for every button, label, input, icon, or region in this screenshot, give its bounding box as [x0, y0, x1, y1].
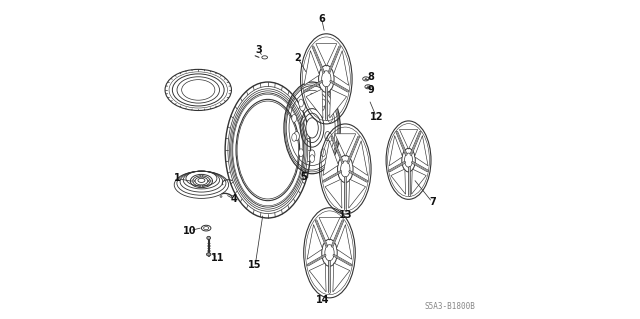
Ellipse shape: [200, 185, 203, 187]
Ellipse shape: [292, 115, 296, 122]
Ellipse shape: [337, 155, 353, 182]
Polygon shape: [309, 263, 326, 292]
Ellipse shape: [177, 77, 220, 103]
Ellipse shape: [220, 196, 222, 197]
Text: 3: 3: [255, 45, 262, 56]
Ellipse shape: [321, 149, 326, 157]
Ellipse shape: [192, 180, 195, 182]
Ellipse shape: [325, 131, 330, 141]
Polygon shape: [389, 136, 403, 166]
Text: 13: 13: [339, 210, 353, 220]
Ellipse shape: [204, 226, 209, 230]
Ellipse shape: [363, 77, 369, 81]
Ellipse shape: [322, 239, 337, 266]
Ellipse shape: [299, 149, 303, 157]
Text: 11: 11: [211, 253, 224, 263]
Text: 2: 2: [294, 53, 301, 63]
Ellipse shape: [319, 65, 334, 93]
Ellipse shape: [208, 180, 211, 182]
Ellipse shape: [322, 71, 331, 87]
Text: 5: 5: [300, 172, 307, 182]
Text: 4: 4: [230, 194, 237, 204]
Polygon shape: [316, 44, 337, 66]
Ellipse shape: [207, 236, 211, 240]
Polygon shape: [337, 225, 352, 259]
Ellipse shape: [292, 133, 296, 141]
Ellipse shape: [200, 175, 203, 177]
Polygon shape: [415, 136, 428, 166]
Ellipse shape: [328, 133, 332, 141]
Ellipse shape: [299, 99, 303, 107]
Text: 12: 12: [369, 112, 383, 122]
Ellipse shape: [325, 245, 334, 261]
Polygon shape: [307, 225, 323, 259]
Ellipse shape: [262, 56, 268, 59]
Polygon shape: [349, 179, 365, 208]
Ellipse shape: [340, 161, 350, 177]
Ellipse shape: [305, 170, 308, 172]
Text: 7: 7: [429, 197, 436, 207]
Ellipse shape: [232, 93, 304, 207]
Text: S5A3-B1800B: S5A3-B1800B: [424, 302, 475, 311]
Text: 1: 1: [173, 174, 180, 183]
Polygon shape: [391, 169, 406, 194]
Text: 14: 14: [316, 295, 330, 305]
Polygon shape: [304, 51, 319, 85]
Ellipse shape: [309, 150, 315, 159]
Text: 10: 10: [183, 226, 196, 236]
Ellipse shape: [306, 118, 318, 138]
Ellipse shape: [310, 93, 314, 101]
Ellipse shape: [202, 225, 211, 231]
Ellipse shape: [404, 153, 413, 167]
Ellipse shape: [402, 148, 415, 172]
Ellipse shape: [310, 155, 314, 162]
Polygon shape: [323, 141, 339, 175]
Ellipse shape: [294, 131, 300, 141]
Polygon shape: [319, 218, 340, 240]
Polygon shape: [325, 179, 342, 208]
Polygon shape: [335, 134, 356, 156]
Text: 8: 8: [367, 72, 374, 82]
Polygon shape: [412, 169, 426, 194]
Ellipse shape: [232, 196, 234, 197]
Polygon shape: [333, 51, 349, 85]
Polygon shape: [306, 89, 323, 118]
Text: 15: 15: [248, 260, 262, 271]
Ellipse shape: [319, 102, 324, 111]
Ellipse shape: [321, 99, 326, 107]
Ellipse shape: [198, 178, 205, 182]
Polygon shape: [352, 141, 367, 175]
Ellipse shape: [365, 85, 371, 89]
Text: 6: 6: [318, 14, 325, 24]
Ellipse shape: [207, 253, 211, 256]
Polygon shape: [330, 89, 347, 118]
Polygon shape: [333, 263, 350, 292]
Ellipse shape: [300, 102, 305, 111]
Ellipse shape: [328, 115, 332, 122]
Ellipse shape: [306, 176, 308, 178]
Text: 9: 9: [367, 85, 374, 95]
Polygon shape: [399, 130, 418, 149]
